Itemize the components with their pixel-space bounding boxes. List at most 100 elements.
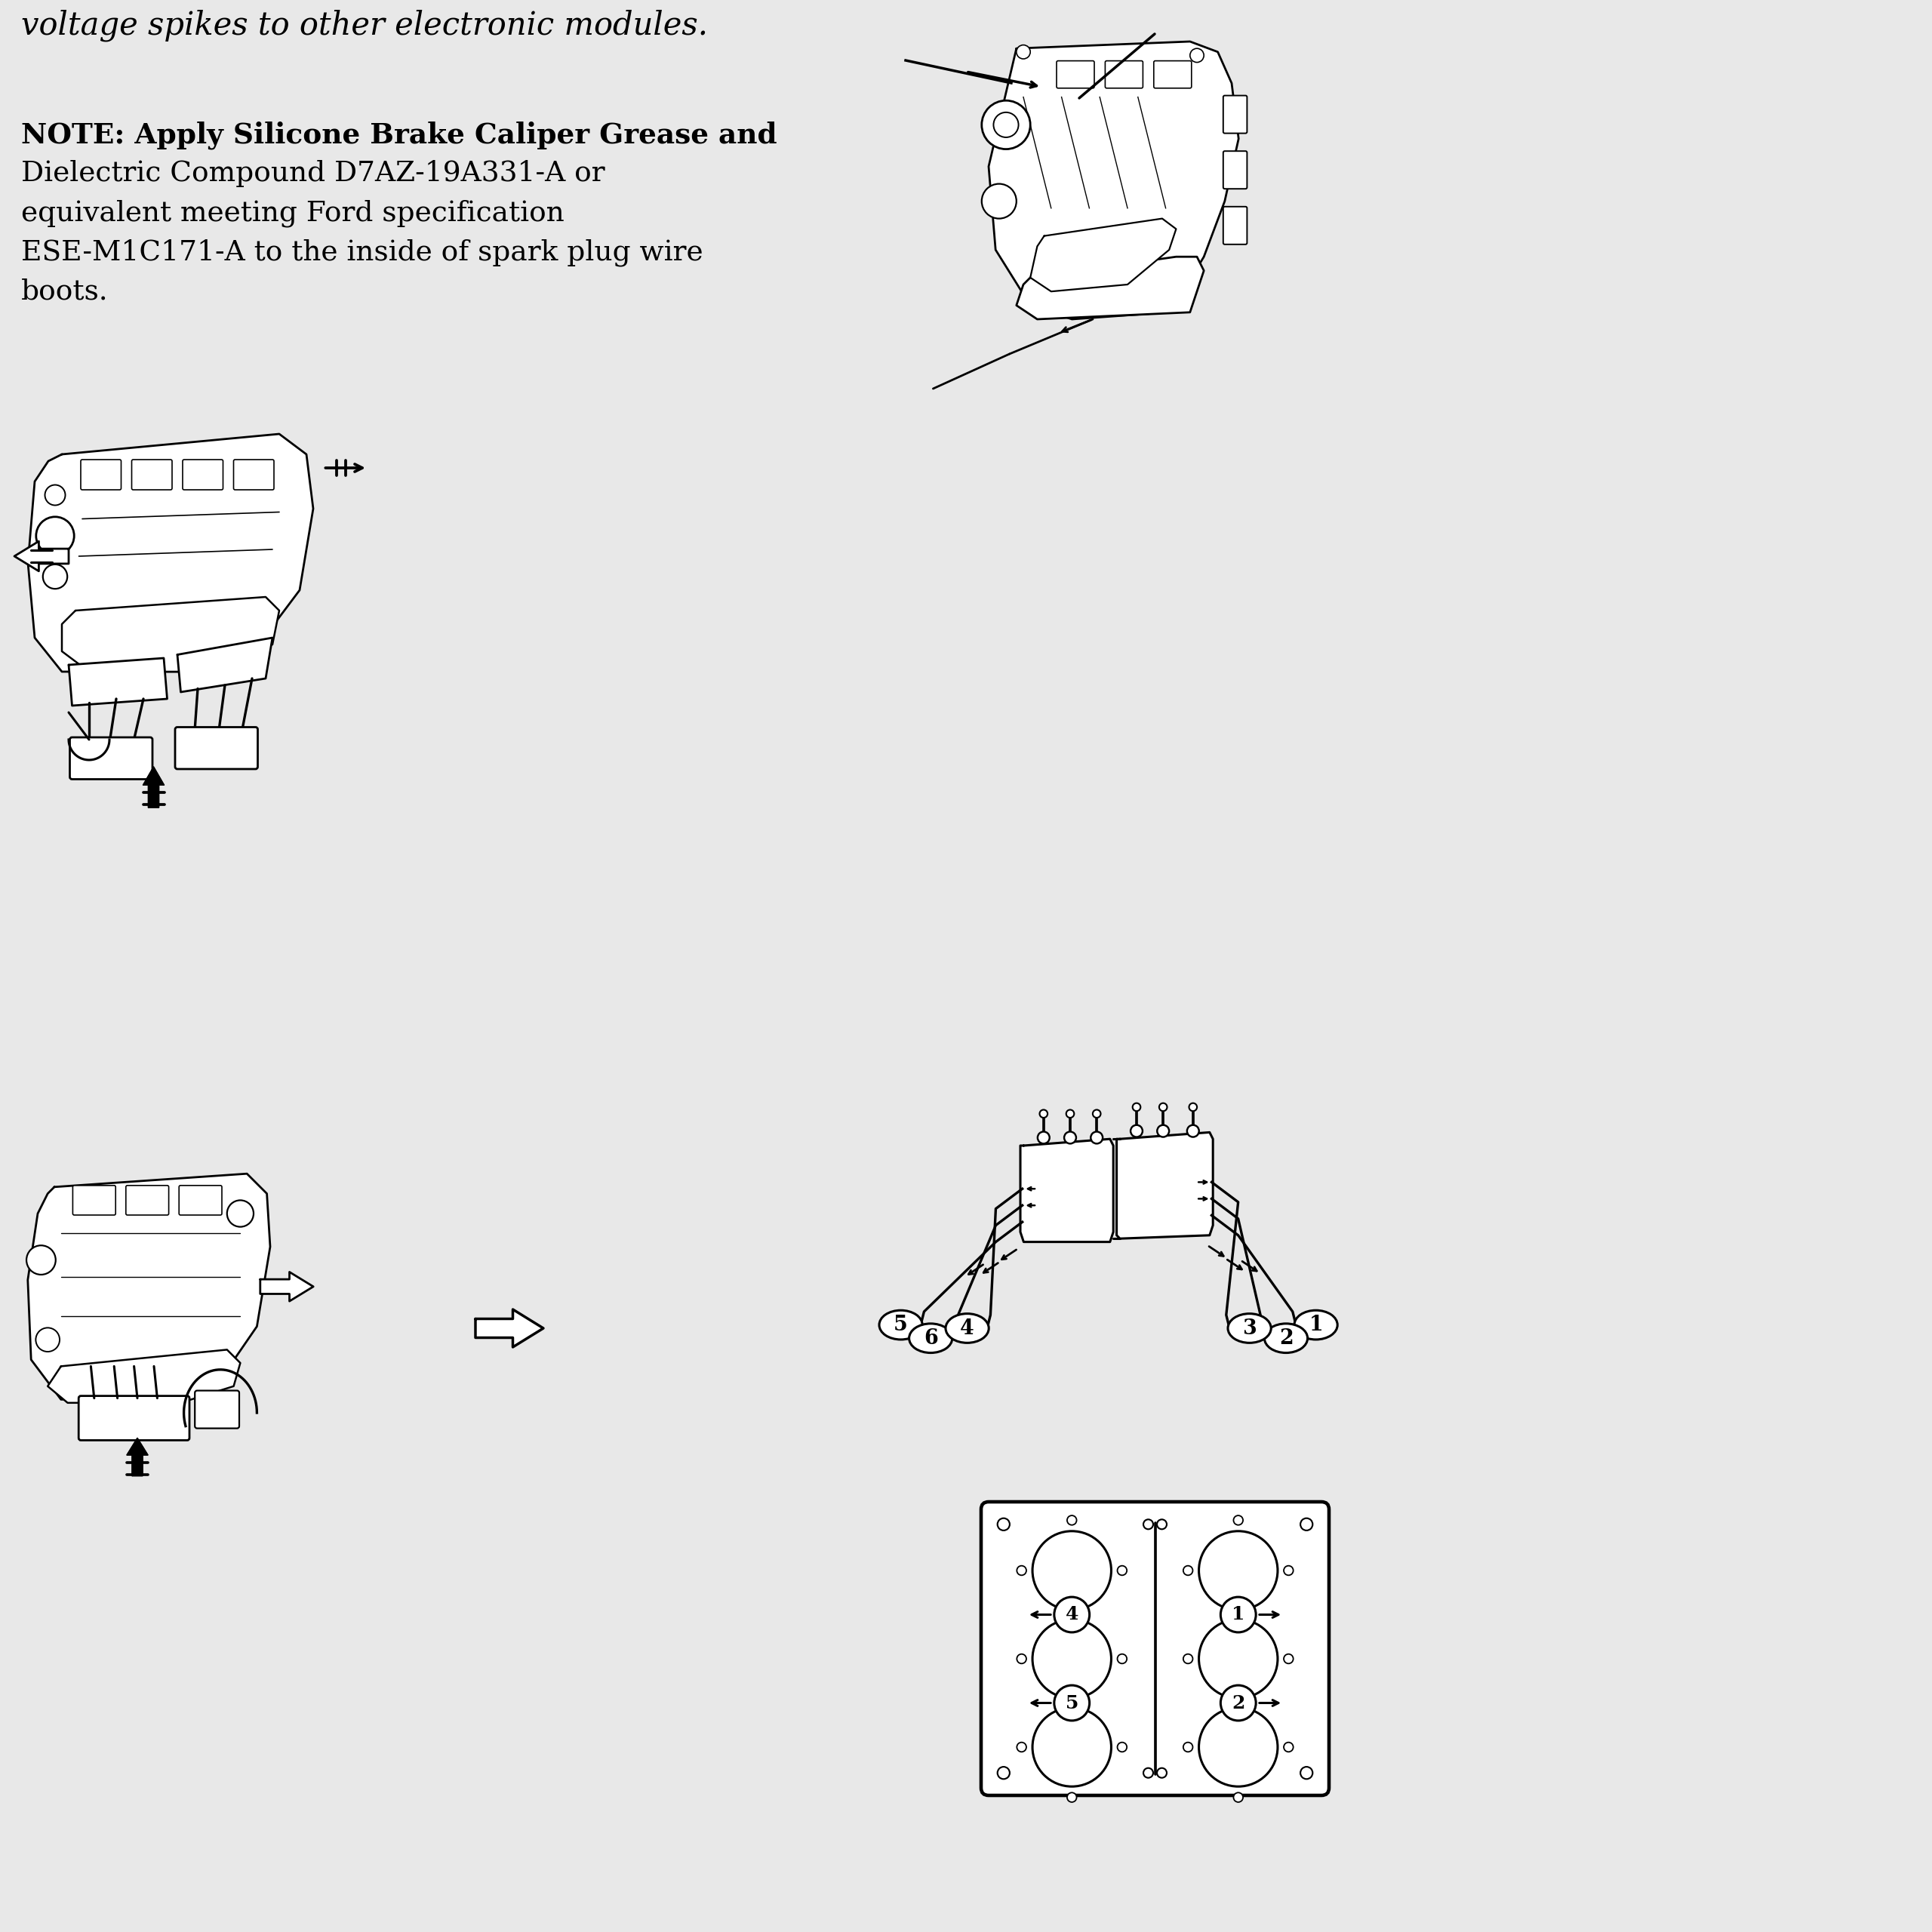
Circle shape	[1117, 1565, 1126, 1575]
Circle shape	[1200, 1619, 1277, 1698]
Circle shape	[1233, 1604, 1242, 1613]
Text: 1: 1	[1233, 1605, 1244, 1623]
Circle shape	[1233, 1692, 1242, 1702]
Circle shape	[37, 518, 73, 554]
Circle shape	[1221, 1598, 1256, 1633]
Circle shape	[1037, 1132, 1049, 1144]
FancyBboxPatch shape	[1223, 95, 1246, 133]
Circle shape	[1032, 1619, 1111, 1698]
Text: 5: 5	[1065, 1694, 1078, 1712]
FancyBboxPatch shape	[195, 1391, 240, 1428]
FancyBboxPatch shape	[73, 1186, 116, 1215]
Polygon shape	[178, 638, 272, 692]
Circle shape	[1159, 1103, 1167, 1111]
Circle shape	[1233, 1515, 1242, 1524]
Circle shape	[981, 184, 1016, 218]
Circle shape	[1233, 1704, 1242, 1714]
Text: 4: 4	[960, 1318, 974, 1339]
FancyBboxPatch shape	[131, 460, 172, 491]
Text: 1: 1	[1308, 1316, 1323, 1335]
Circle shape	[1283, 1565, 1293, 1575]
Ellipse shape	[1294, 1310, 1337, 1339]
Circle shape	[1233, 1793, 1242, 1803]
FancyBboxPatch shape	[234, 460, 274, 491]
Ellipse shape	[910, 1323, 952, 1352]
Circle shape	[1055, 1685, 1090, 1721]
Circle shape	[1200, 1708, 1277, 1787]
Text: equivalent meeting Ford specification: equivalent meeting Ford specification	[21, 199, 564, 226]
Circle shape	[1055, 1598, 1090, 1633]
Circle shape	[1066, 1692, 1076, 1702]
Circle shape	[228, 1200, 253, 1227]
FancyBboxPatch shape	[1105, 60, 1144, 89]
Polygon shape	[70, 659, 168, 705]
Circle shape	[1117, 1654, 1126, 1663]
Circle shape	[1016, 1565, 1026, 1575]
Polygon shape	[1020, 1140, 1113, 1242]
Circle shape	[1066, 1515, 1076, 1524]
Text: 2: 2	[1233, 1694, 1244, 1712]
Text: voltage spikes to other electronic modules.: voltage spikes to other electronic modul…	[21, 10, 707, 41]
Circle shape	[1221, 1685, 1256, 1721]
Circle shape	[1283, 1743, 1293, 1752]
Circle shape	[1186, 1124, 1200, 1138]
Polygon shape	[62, 597, 280, 672]
Circle shape	[1157, 1124, 1169, 1138]
Circle shape	[1182, 1743, 1192, 1752]
FancyBboxPatch shape	[1153, 60, 1192, 89]
Polygon shape	[14, 541, 70, 572]
Circle shape	[1032, 1708, 1111, 1787]
Circle shape	[1130, 1124, 1142, 1138]
Circle shape	[1190, 48, 1204, 62]
Circle shape	[1283, 1654, 1293, 1663]
Polygon shape	[475, 1310, 543, 1347]
FancyBboxPatch shape	[184, 460, 222, 491]
Circle shape	[1233, 1615, 1242, 1625]
Ellipse shape	[1229, 1314, 1271, 1343]
Circle shape	[1200, 1530, 1277, 1609]
Text: Dielectric Compound D7AZ-19A331-A or: Dielectric Compound D7AZ-19A331-A or	[21, 160, 605, 187]
Circle shape	[1016, 1654, 1026, 1663]
Circle shape	[27, 1246, 56, 1275]
Circle shape	[1066, 1704, 1076, 1714]
Text: 6: 6	[923, 1327, 937, 1349]
Circle shape	[1144, 1768, 1153, 1777]
Polygon shape	[1117, 1132, 1213, 1238]
Circle shape	[993, 112, 1018, 137]
Circle shape	[1132, 1103, 1140, 1111]
Circle shape	[37, 1327, 60, 1352]
FancyBboxPatch shape	[176, 726, 257, 769]
FancyBboxPatch shape	[981, 1501, 1329, 1795]
Text: 3: 3	[1242, 1318, 1256, 1339]
Circle shape	[1032, 1530, 1111, 1609]
Text: 4: 4	[1065, 1605, 1078, 1623]
Circle shape	[1066, 1793, 1076, 1803]
Ellipse shape	[1264, 1323, 1308, 1352]
Circle shape	[1039, 1109, 1047, 1119]
Text: ESE-M1C171-A to the inside of spark plug wire: ESE-M1C171-A to the inside of spark plug…	[21, 238, 703, 267]
Circle shape	[44, 485, 66, 506]
Polygon shape	[128, 1437, 149, 1476]
Circle shape	[1157, 1768, 1167, 1777]
Circle shape	[997, 1766, 1010, 1779]
Circle shape	[43, 564, 68, 589]
FancyBboxPatch shape	[180, 1186, 222, 1215]
Text: 2: 2	[1279, 1327, 1293, 1349]
Polygon shape	[27, 435, 313, 672]
Circle shape	[1066, 1109, 1074, 1119]
Polygon shape	[989, 41, 1238, 319]
Circle shape	[1157, 1519, 1167, 1530]
FancyBboxPatch shape	[79, 1397, 189, 1439]
Polygon shape	[143, 767, 164, 808]
Circle shape	[1144, 1519, 1153, 1530]
Ellipse shape	[945, 1314, 989, 1343]
Ellipse shape	[879, 1310, 922, 1339]
Polygon shape	[1016, 257, 1204, 319]
Circle shape	[1092, 1132, 1103, 1144]
FancyBboxPatch shape	[126, 1186, 168, 1215]
FancyBboxPatch shape	[1223, 207, 1246, 243]
Circle shape	[1066, 1604, 1076, 1613]
FancyBboxPatch shape	[70, 738, 153, 779]
Circle shape	[1016, 1743, 1026, 1752]
Circle shape	[1300, 1766, 1312, 1779]
